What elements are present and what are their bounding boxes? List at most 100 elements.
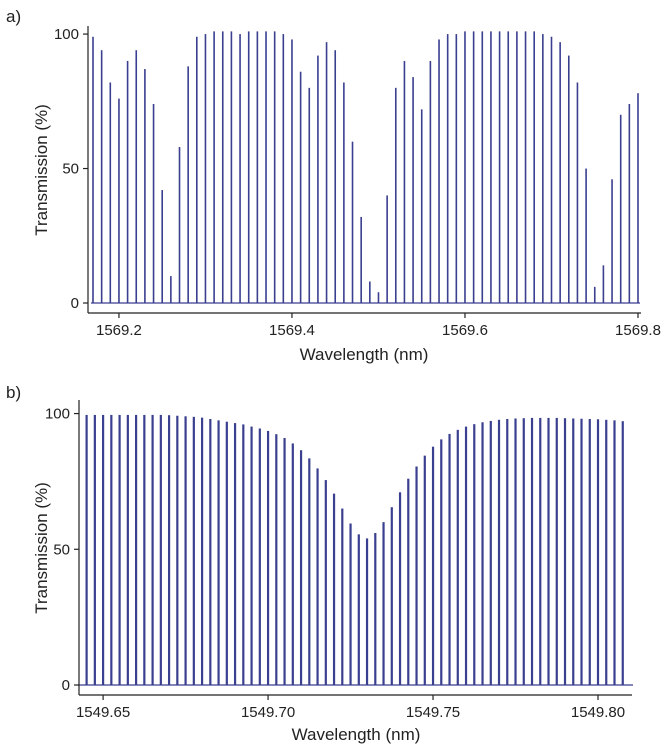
panel-a-bar: [490, 31, 492, 303]
panel-b-y-tick-label: 100: [45, 406, 70, 423]
panel-b-bar: [192, 416, 195, 685]
panel-a-bar: [507, 31, 510, 303]
panel-b-bar: [85, 414, 88, 685]
panel-b-bars: [78, 414, 633, 686]
panel-a-bar: [420, 109, 423, 304]
panel-b-bar: [266, 430, 270, 685]
panel-a-y-tick-label: 0: [71, 295, 79, 312]
panel-a-bar: [360, 216, 362, 303]
panel-b-bar: [184, 416, 187, 685]
panel-a-bar: [438, 39, 440, 303]
panel-a-x-axis-title: Wavelength (nm): [300, 345, 429, 364]
panel-b-bar: [143, 414, 146, 685]
panel-a-y-tick-label: 50: [62, 161, 79, 178]
panel-b-bar: [473, 424, 476, 685]
panel-a-bar: [542, 34, 544, 303]
panel-a-bar: [550, 36, 553, 303]
panel-b-bar: [530, 417, 534, 685]
panel-b-y-tick-label: 0: [62, 677, 70, 694]
panel-b-bar: [481, 422, 484, 685]
panel-b-x-tick-label: 1549.75: [406, 704, 460, 721]
panel-a-bar: [221, 31, 224, 303]
panel-a-bar: [394, 87, 397, 303]
panel-b-bar: [209, 419, 212, 685]
panel-a-bar: [516, 31, 518, 303]
panel-a-bar: [178, 147, 181, 303]
panel-b-bar: [126, 414, 129, 685]
panel-a-bar: [299, 71, 302, 303]
panel-a-bar: [109, 82, 112, 303]
panel-a-bar: [567, 55, 570, 303]
panel-b-x-axis-title: Wavelength (nm): [292, 725, 421, 744]
panel-a: a) 0 50 100 1569.2 1569.4 1569.6 1569.8 Wavel…: [6, 7, 661, 364]
panel-a-x-tick-label: 1569.6: [442, 322, 488, 339]
panel-a-bar: [152, 103, 155, 304]
panel-b-y-tick-label: 50: [53, 541, 70, 558]
panel-b-bar: [621, 421, 624, 685]
panel-b-bar: [102, 414, 105, 685]
panel-b-bar: [357, 534, 360, 685]
panel-b-bar: [167, 415, 171, 685]
panel-b-bar: [258, 428, 261, 685]
panel-b-bar: [514, 418, 517, 685]
panel-a-bar: [187, 66, 189, 303]
panel-b-bar: [580, 418, 583, 685]
panel-b-bar: [440, 439, 443, 685]
panel-b-bar: [497, 419, 501, 685]
panel-a-bar: [170, 276, 172, 303]
panel-a-x-ticks: 1569.2 1569.4 1569.6 1569.8: [96, 313, 661, 339]
panel-b-bar: [464, 426, 468, 685]
panel-a-bar: [377, 292, 380, 303]
panel-a-x-tick-label: 1569.8: [615, 322, 661, 339]
panel-a-bar: [230, 31, 233, 303]
panel-b-bar: [250, 426, 253, 685]
panel-b-bar: [275, 434, 278, 685]
panel-b-bar: [324, 480, 327, 685]
panel-a-bar: [351, 141, 354, 303]
panel-a-bar: [92, 36, 94, 303]
panel-a-bar: [472, 31, 475, 303]
panel-b-bar: [217, 420, 220, 685]
panel-a-bars: [91, 31, 640, 304]
panel-b-bar: [563, 418, 567, 685]
panel-a-bar: [386, 195, 388, 303]
panel-b-bar: [506, 419, 509, 685]
panel-b-x-tick-label: 1549.65: [76, 704, 130, 721]
panel-a-bar: [602, 265, 605, 303]
panel-a-bar: [196, 36, 198, 303]
panel-a-bar: [118, 98, 120, 303]
panel-a-bar: [524, 31, 527, 303]
panel-b-x-tick-label: 1549.80: [571, 704, 625, 721]
panel-a-bar: [135, 50, 138, 304]
panel-a-bar: [585, 168, 587, 303]
panel-a-bar: [334, 50, 337, 304]
panel-b-label: b): [6, 383, 21, 402]
panel-b-bar: [200, 417, 204, 685]
panel-b-bar: [118, 414, 121, 685]
panel-b-bar: [547, 417, 550, 685]
panel-a-bar: [100, 50, 103, 304]
panel-a-bar: [273, 31, 276, 303]
panel-b-bar: [233, 423, 237, 685]
panel-a-bar: [282, 34, 285, 303]
panel-b-bar: [291, 443, 294, 685]
panel-b-bar: [225, 421, 228, 685]
panel-a-y-tick-label: 100: [54, 26, 79, 43]
panel-a-bar: [429, 60, 432, 304]
panel-b-bar: [382, 522, 385, 685]
panel-b-bar: [374, 533, 377, 685]
panel-a-bar: [593, 286, 596, 303]
panel-a-label: a): [6, 7, 21, 26]
panel-a-bar: [343, 82, 345, 303]
panel-b-x-ticks: 1549.65 1549.70 1549.75 1549.80: [76, 695, 625, 721]
panel-a-bar: [204, 34, 207, 303]
panel-b-bar: [365, 538, 369, 685]
panel-a-bar: [126, 60, 129, 304]
panel-b-bar: [159, 414, 162, 685]
panel-b-bar: [316, 468, 319, 685]
panel-a-bar: [317, 55, 319, 303]
panel-b-bar: [596, 419, 600, 685]
panel-b-bar: [176, 415, 179, 685]
panel-a-bar: [247, 31, 250, 303]
